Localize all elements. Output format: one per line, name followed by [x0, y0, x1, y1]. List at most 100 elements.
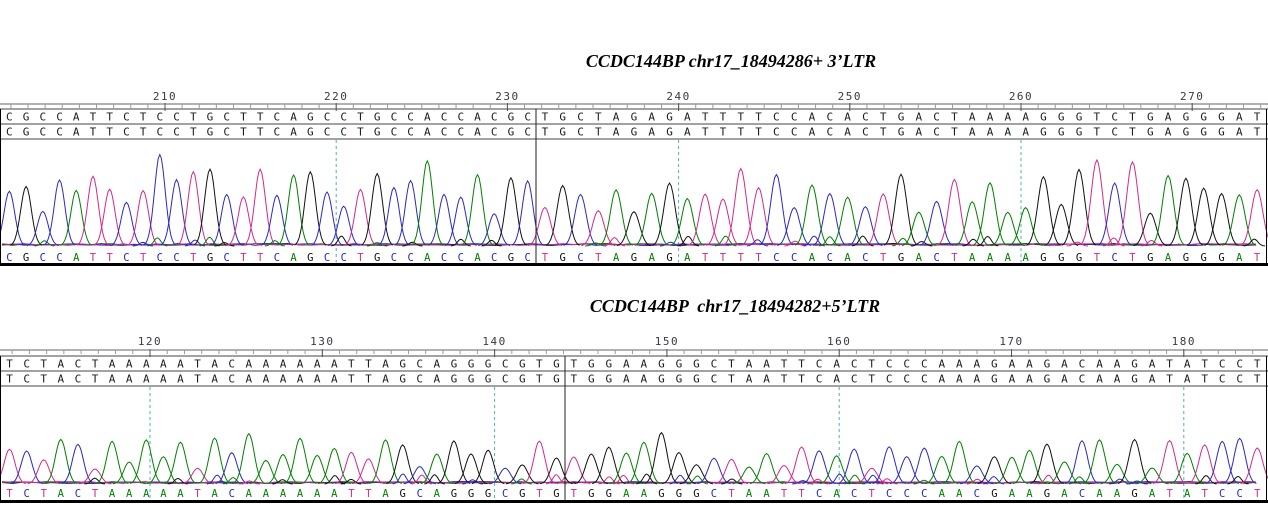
svg-text:T: T — [702, 111, 709, 124]
svg-text:A: A — [613, 126, 620, 139]
svg-text:G: G — [1076, 111, 1083, 124]
svg-text:A: A — [938, 373, 945, 386]
svg-text:T: T — [798, 373, 805, 386]
svg-text:A: A — [1149, 358, 1156, 371]
svg-text:C: C — [391, 252, 397, 264]
svg-text:A: A — [1165, 126, 1172, 139]
svg-text:C: C — [862, 111, 869, 124]
svg-text:G: G — [374, 111, 381, 124]
svg-text:T: T — [357, 111, 364, 124]
svg-text:A: A — [143, 488, 150, 500]
svg-text:T: T — [1129, 111, 1136, 124]
svg-text:A: A — [1061, 488, 1068, 500]
svg-text:A: A — [974, 358, 981, 371]
svg-text:A: A — [434, 488, 441, 500]
svg-text:G: G — [374, 252, 380, 264]
svg-text:T: T — [348, 488, 355, 500]
svg-text:A: A — [1005, 111, 1012, 124]
svg-text:A: A — [177, 358, 184, 371]
svg-text:A: A — [809, 111, 816, 124]
svg-text:T: T — [868, 373, 875, 386]
svg-text:A: A — [915, 111, 922, 124]
panels-root: 210 220 230 240 250 260 270CCGGCCCCAATTTTCCTTC… — [0, 90, 1268, 503]
svg-text:C: C — [791, 252, 797, 264]
svg-text:C: C — [39, 111, 46, 124]
svg-text:G: G — [898, 111, 905, 124]
svg-text:T: T — [542, 252, 549, 264]
svg-text:T: T — [880, 252, 887, 264]
svg-text:A: A — [143, 373, 150, 386]
svg-text:T: T — [92, 488, 99, 500]
svg-text:T: T — [190, 111, 197, 124]
svg-text:A: A — [684, 111, 691, 124]
svg-text:A: A — [73, 126, 80, 139]
svg-text:T: T — [571, 488, 578, 500]
svg-text:G: G — [207, 252, 213, 264]
svg-text:A: A — [73, 252, 80, 264]
svg-text:C: C — [711, 488, 717, 500]
svg-text:T: T — [365, 358, 372, 371]
panel-borders — [0, 109, 1268, 266]
svg-text:G: G — [485, 488, 491, 500]
svg-text:C: C — [341, 252, 347, 264]
svg-text:C: C — [417, 488, 423, 500]
svg-text:T: T — [106, 111, 113, 124]
svg-text:C: C — [441, 126, 448, 139]
svg-text:C: C — [974, 488, 980, 500]
svg-text:T: T — [194, 488, 201, 500]
svg-text:G: G — [676, 358, 683, 371]
svg-text:C: C — [1219, 488, 1225, 500]
svg-text:C: C — [491, 252, 497, 264]
panel2-title: CCDC144BP chr17_18494282+5’LTR — [590, 296, 880, 316]
svg-text:A: A — [434, 373, 441, 386]
svg-text:G: G — [1131, 358, 1138, 371]
svg-text:T: T — [880, 126, 887, 139]
svg-text:T: T — [1254, 111, 1261, 124]
svg-text:A: A — [1149, 373, 1156, 386]
svg-text:C: C — [816, 358, 823, 371]
svg-text:T: T — [1094, 252, 1101, 264]
svg-text:T: T — [40, 358, 47, 371]
svg-text:A: A — [297, 358, 304, 371]
panel-1: 210 220 230 240 250 260 270CCGGCCCCAATTTTCCTTC… — [0, 90, 1268, 266]
svg-text:T: T — [357, 252, 364, 264]
svg-text:C: C — [228, 373, 235, 386]
svg-text:C: C — [324, 252, 330, 264]
svg-text:C: C — [1079, 373, 1086, 386]
svg-text:C: C — [921, 373, 928, 386]
svg-text:T: T — [781, 488, 788, 500]
svg-text:A: A — [246, 488, 253, 500]
svg-text:G: G — [658, 358, 665, 371]
svg-text:A: A — [938, 358, 945, 371]
svg-text:C: C — [173, 126, 180, 139]
svg-text:G: G — [991, 358, 998, 371]
svg-text:G: G — [1147, 252, 1153, 264]
panel1-title: CCDC144BP chr17_18494286+ 3’LTR — [586, 51, 876, 71]
svg-text:140: 140 — [482, 335, 506, 348]
svg-text:C: C — [457, 111, 464, 124]
svg-text:A: A — [126, 373, 133, 386]
svg-text:C: C — [56, 111, 63, 124]
svg-text:G: G — [658, 488, 664, 500]
svg-text:A: A — [331, 488, 338, 500]
svg-text:T: T — [720, 252, 727, 264]
svg-text:T: T — [240, 252, 247, 264]
svg-text:C: C — [457, 126, 464, 139]
svg-text:A: A — [969, 111, 976, 124]
svg-text:A: A — [1236, 252, 1243, 264]
panel-2: 120 130 140 150 160 170 180TTCCTTAACCTTAAAAAAA… — [0, 335, 1268, 503]
svg-text:T: T — [365, 373, 372, 386]
svg-text:180: 180 — [1172, 335, 1196, 348]
svg-text:A: A — [424, 111, 431, 124]
svg-text:G: G — [658, 373, 665, 386]
svg-text:T: T — [1254, 488, 1261, 500]
svg-text:C: C — [75, 488, 81, 500]
svg-text:T: T — [6, 358, 13, 371]
svg-text:A: A — [177, 373, 184, 386]
svg-text:A: A — [109, 373, 116, 386]
svg-text:C: C — [6, 111, 13, 124]
svg-text:A: A — [290, 111, 297, 124]
svg-text:C: C — [827, 252, 833, 264]
svg-text:T: T — [738, 252, 745, 264]
svg-text:A: A — [280, 358, 287, 371]
